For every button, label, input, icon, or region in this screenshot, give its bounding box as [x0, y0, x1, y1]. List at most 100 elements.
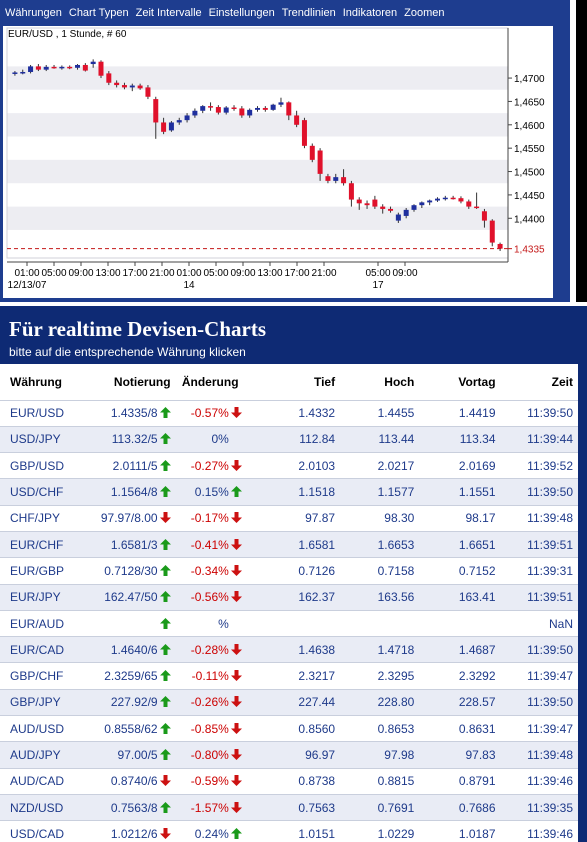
candle-up [176, 120, 182, 123]
change-cell: -0.80% [170, 741, 250, 769]
banner-subtitle: bitte auf die entsprechende Währung klic… [9, 345, 246, 359]
low-cell: 1.4638 [249, 636, 336, 663]
currency-pair-link[interactable]: EUR/CAD [0, 636, 82, 663]
high-cell: 0.8653 [335, 715, 415, 742]
currency-pair-link[interactable]: GBP/USD [0, 452, 82, 479]
quote-value: 0.7563/8 [110, 800, 158, 815]
table-row[interactable]: GBP/CHF 2.3259/65 -0.11% 2.3217 2.3295 2.3292… [0, 662, 587, 690]
currency-pair-link[interactable]: EUR/AUD [0, 609, 82, 637]
quote-cell [81, 609, 171, 637]
candle-down [325, 176, 331, 181]
quote-cell: 0.8740/6 [81, 767, 171, 795]
y-tick-label: 1,4700 [514, 74, 545, 85]
menu-item-5[interactable]: Indikatoren [342, 7, 398, 19]
quote-cell: 1.1564/8 [81, 478, 171, 506]
currency-pair-link[interactable]: CHF/JPY [0, 504, 82, 532]
candle-up [434, 198, 440, 201]
quote-cell: 0.8558/62 [81, 715, 171, 742]
table-row[interactable]: GBP/USD 2.0111/5 -0.27% 2.0103 2.0217 2.0169 1… [0, 452, 587, 479]
candle-up [333, 177, 339, 181]
table-row[interactable]: AUD/CAD 0.8740/6 -0.59% 0.8738 0.8815 0.8791 1… [0, 767, 587, 795]
table-row[interactable]: EUR/JPY 162.47/50 -0.56% 162.37 163.56 163.41… [0, 583, 587, 611]
menu-item-1[interactable]: Chart Typen [68, 7, 129, 19]
prev-cell: 0.7686 [414, 793, 496, 821]
right-bar [578, 364, 587, 842]
table-row[interactable]: EUR/GBP 0.7128/30 -0.34% 0.7126 0.7158 0.7152… [0, 557, 587, 585]
low-cell: 0.8738 [249, 767, 336, 795]
pair-label: USD/CHF [10, 485, 64, 500]
quote-cell: 113.32/5 [81, 425, 171, 453]
table-row[interactable]: AUD/USD 0.8558/62 -0.85% 0.8560 0.8653 0.8631… [0, 715, 587, 742]
candle-down [372, 199, 378, 207]
candle-down [317, 150, 323, 174]
arrow-up-icon [230, 486, 242, 498]
table-row[interactable]: EUR/CHF 1.6581/3 -0.41% 1.6581 1.6653 1.6651 1… [0, 530, 587, 558]
candle-up [255, 107, 260, 110]
table-row[interactable]: NZD/USD 0.7563/8 -1.57% 0.7563 0.7691 0.7686 1… [0, 793, 587, 821]
grid-band [7, 66, 508, 90]
change-value: -0.85% [190, 721, 229, 736]
pair-label: AUD/JPY [10, 748, 61, 762]
currency-pair-link[interactable]: NZD/USD [0, 793, 82, 821]
currency-pair-link[interactable]: AUD/CAD [0, 767, 82, 795]
high-cell [335, 609, 415, 637]
currency-pair-link[interactable]: EUR/GBP [0, 557, 82, 585]
table-row[interactable]: EUR/USD 1.4335/8 -0.57% 1.4332 1.4455 1.4419 1… [0, 399, 587, 427]
change-value: -0.34% [190, 563, 229, 578]
high-cell: 1.0229 [335, 820, 415, 842]
table-row[interactable]: USD/CAD 1.0212/6 0.24% 1.0151 1.0229 1.0187 11… [0, 820, 587, 842]
candle-up [28, 66, 34, 72]
currency-pair-link[interactable]: GBP/CHF [0, 662, 82, 690]
table-row[interactable]: EUR/CAD 1.4640/6 -0.28% 1.4638 1.4718 1.4687 1… [0, 636, 587, 663]
quote-cell: 227.92/9 [81, 688, 171, 716]
arrow-down-icon [230, 775, 242, 787]
arrow-up-icon [159, 538, 171, 550]
table-row[interactable]: USD/CHF 1.1564/8 0.15% 1.1518 1.1577 1.1551 11… [0, 478, 587, 506]
quote-value: 1.4335/8 [110, 406, 158, 421]
high-cell: 1.4455 [335, 399, 415, 427]
table-row[interactable]: GBP/JPY 227.92/9 -0.26% 227.44 228.80 228.57 1… [0, 688, 587, 716]
change-cell: -0.41% [170, 530, 250, 558]
menu-item-6[interactable]: Zoomen [404, 7, 445, 19]
currency-pair-link[interactable]: GBP/JPY [0, 688, 82, 716]
currency-pair-link[interactable]: USD/CAD [0, 820, 82, 842]
menu-item-0[interactable]: Währungen [5, 7, 62, 19]
menu-item-2[interactable]: Zeit Intervalle [135, 7, 202, 19]
table-row[interactable]: AUD/JPY 97.00/5 -0.80% 96.97 97.98 97.83 11:39… [0, 741, 587, 769]
x-tick-label: 09:00 [68, 268, 93, 279]
currency-pair-link[interactable]: EUR/USD [0, 399, 82, 427]
change-cell: -0.26% [170, 688, 250, 716]
prev-cell: 1.1551 [414, 478, 496, 506]
quote-value: 1.0212/6 [110, 827, 158, 842]
low-cell: 162.37 [249, 583, 336, 611]
menu-item-3[interactable]: Einstellungen [208, 7, 275, 19]
high-cell: 97.98 [335, 741, 415, 769]
candle-down [489, 220, 495, 243]
candle-up [419, 202, 425, 206]
menu-item-4[interactable]: Trendlinien [281, 7, 336, 19]
prev-cell: 1.6651 [414, 530, 496, 558]
high-cell: 1.1577 [335, 478, 415, 506]
arrow-up-icon [159, 670, 171, 682]
table-row[interactable]: EUR/AUD% NaN [0, 609, 587, 637]
arrow-down-icon [159, 828, 171, 840]
currency-pair-link[interactable]: EUR/JPY [0, 583, 82, 611]
currency-pair-link[interactable]: USD/CHF [0, 478, 82, 506]
table-row[interactable]: CHF/JPY 97.97/8.00 -0.17% 97.87 98.30 98.17 11… [0, 504, 587, 532]
price-chart[interactable]: 1,4700 1,4650 1,4600 1,4550 1,4500 1,4450 1,44… [3, 26, 553, 298]
y-tick-label: 1,4650 [514, 97, 545, 108]
x-tick-label: 17:00 [284, 268, 309, 279]
candle-up [43, 66, 49, 70]
currency-pair-link[interactable]: EUR/CHF [0, 530, 82, 558]
currency-pair-link[interactable]: USD/JPY [0, 425, 82, 453]
x-tick-label: 09:00 [230, 268, 255, 279]
currency-pair-link[interactable]: AUD/USD [0, 715, 82, 742]
quote-value: 162.47/50 [104, 590, 158, 605]
arrow-up-icon [159, 459, 171, 471]
arrow-up-icon [159, 617, 171, 629]
pair-label: NZD/USD [10, 800, 64, 815]
change-cell: -0.56% [170, 583, 250, 611]
header-time: Zeit [495, 364, 587, 400]
currency-pair-link[interactable]: AUD/JPY [0, 741, 82, 769]
table-row[interactable]: USD/JPY 113.32/5 0% 112.84 113.44 113.34 11:39… [0, 425, 587, 453]
